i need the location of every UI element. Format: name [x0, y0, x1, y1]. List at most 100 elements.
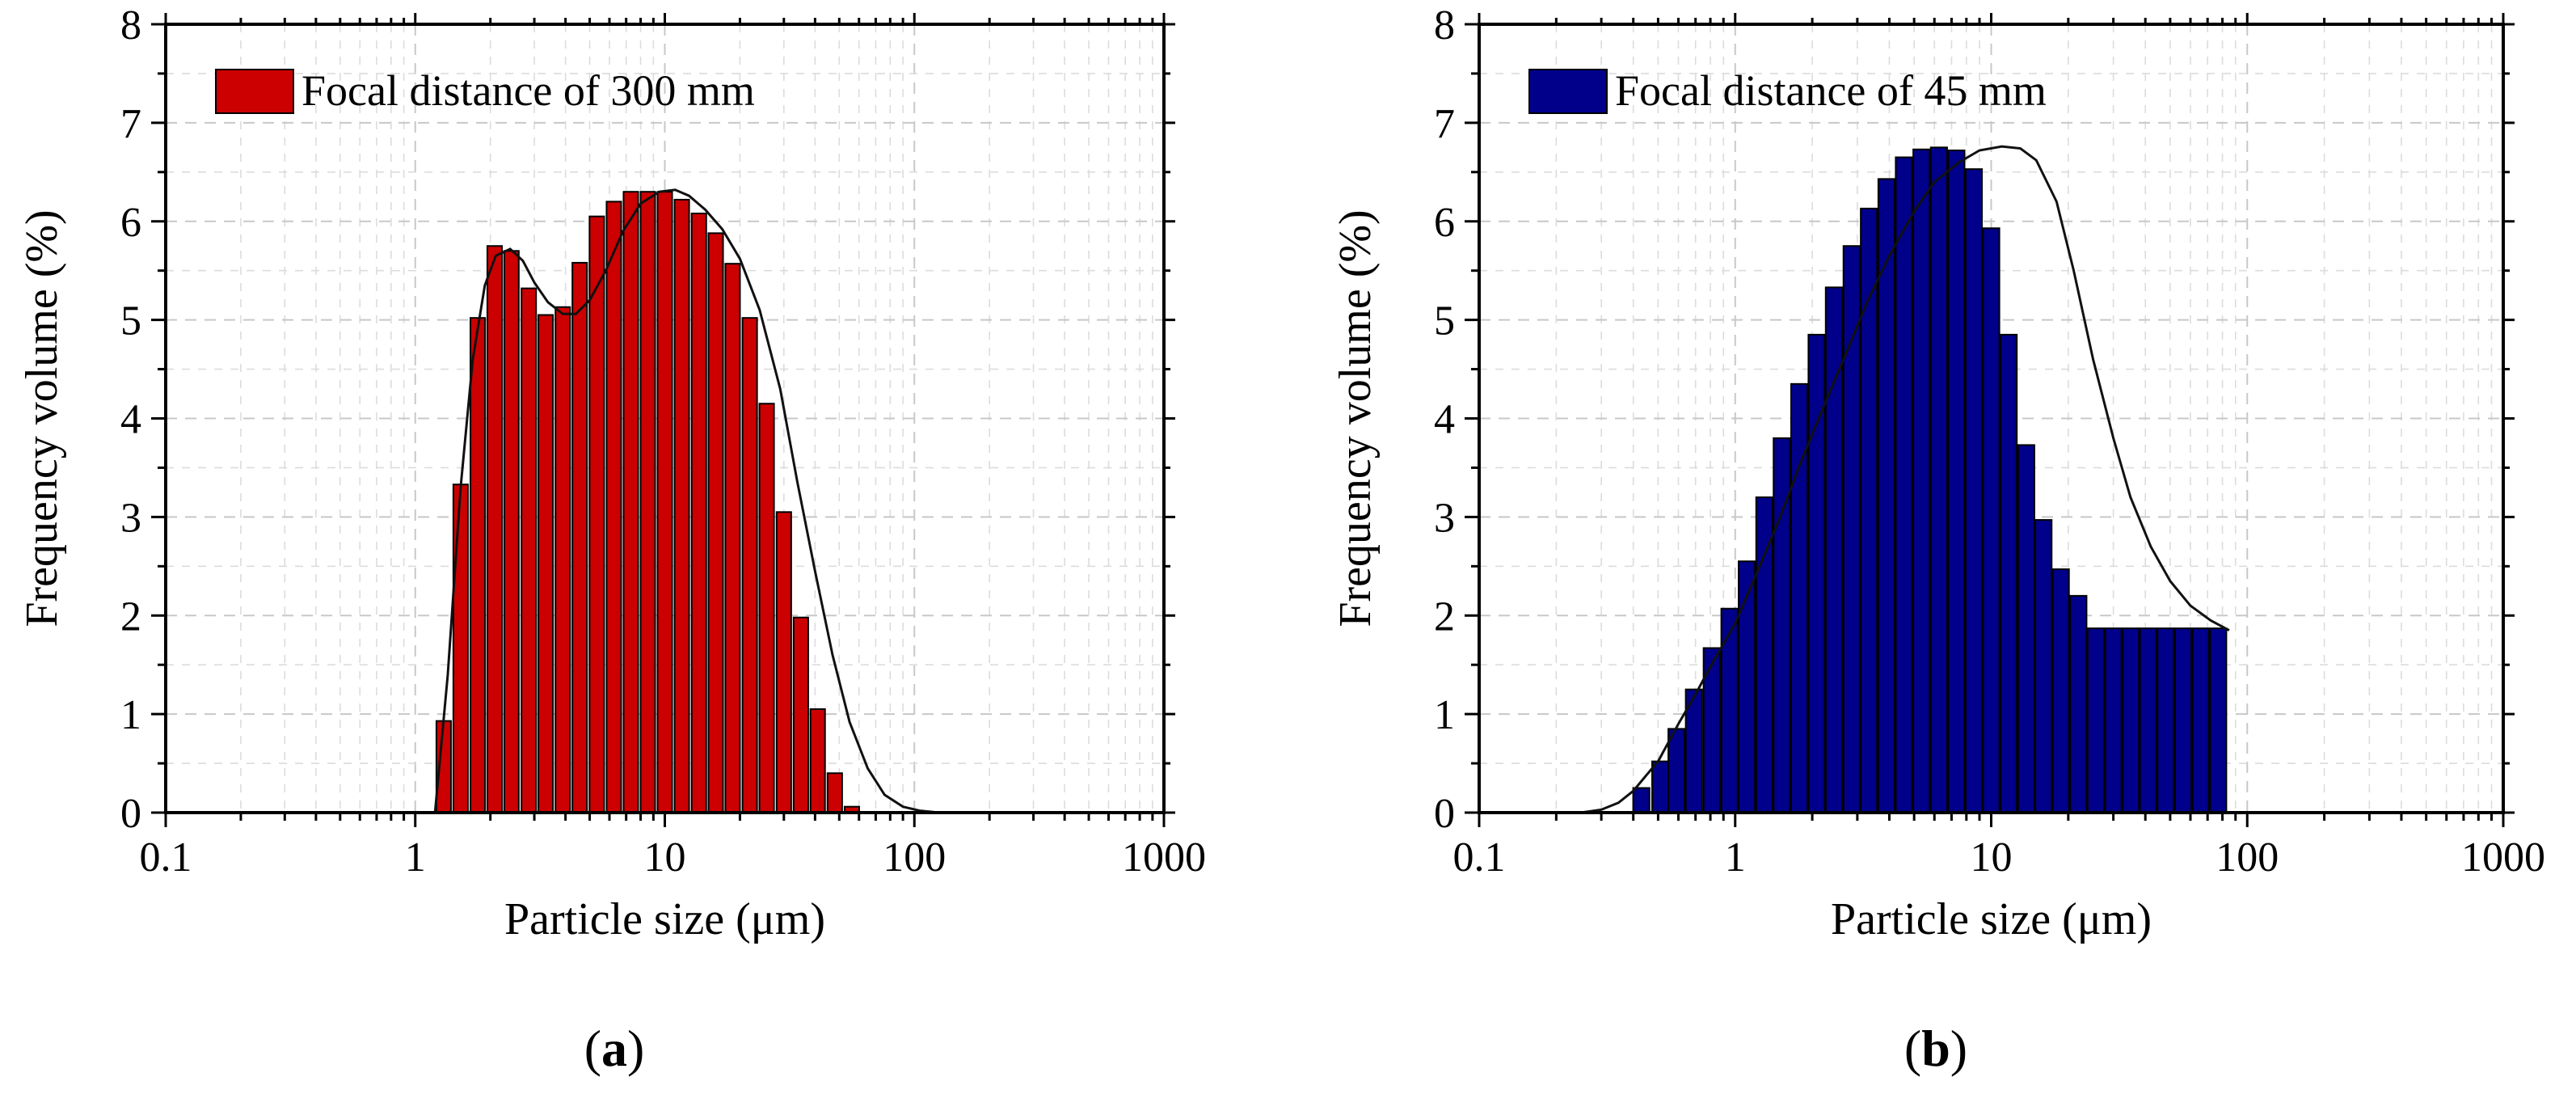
y-tick-label: 4	[120, 397, 141, 443]
bar	[1632, 787, 1651, 813]
bar	[639, 191, 656, 813]
x-tick-label: 0.1	[1453, 834, 1506, 881]
bar	[1895, 156, 1913, 813]
y-tick-label: 8	[120, 2, 141, 49]
bar	[1947, 150, 1966, 813]
bar	[1651, 760, 1670, 813]
bar	[538, 314, 554, 813]
legend-label: Focal distance of 45 mm	[1615, 66, 2047, 115]
panel-label: (b)	[1904, 1020, 1967, 1077]
y-tick-label: 2	[120, 593, 141, 640]
bar-series	[1632, 146, 2228, 813]
bar	[605, 201, 622, 813]
bar	[775, 511, 792, 813]
y-tick-label: 3	[1434, 495, 1455, 541]
bar	[521, 287, 538, 813]
x-tick-label: 1000	[2461, 834, 2545, 881]
x-tick-label: 100	[883, 834, 946, 881]
legend-swatch	[215, 69, 294, 114]
bar	[1964, 168, 1984, 813]
bar	[1807, 333, 1826, 813]
bar	[1720, 607, 1739, 813]
x-tick-label: 10	[1971, 834, 2013, 881]
y-tick-label: 7	[1434, 101, 1455, 147]
bar	[741, 317, 758, 813]
legend-swatch	[1528, 69, 1608, 114]
bar	[622, 191, 639, 813]
y-axis-title: Frequency volume (%)	[17, 209, 67, 627]
x-tick-label: 100	[2216, 834, 2279, 881]
bar	[2139, 627, 2157, 813]
panel-label-letter: b	[1921, 1020, 1950, 1077]
bar	[588, 215, 605, 813]
bar	[2086, 627, 2105, 813]
panel-label-letter: a	[601, 1020, 627, 1077]
bar	[2209, 627, 2228, 813]
bar	[1982, 227, 2001, 813]
y-tick-label: 1	[120, 692, 141, 738]
y-tick-label: 2	[1434, 593, 1455, 640]
bar	[826, 772, 843, 813]
bar	[1773, 437, 1791, 813]
y-tick-label: 5	[120, 298, 141, 344]
y-tick-label: 7	[120, 101, 141, 147]
bar	[2017, 444, 2035, 813]
bar	[1912, 148, 1931, 813]
y-tick-label: 6	[1434, 200, 1455, 246]
bar	[2051, 568, 2070, 813]
bar	[758, 403, 775, 813]
panel-b-chart: 0.1 1 10 100 1000 0 1 2 3 4 5 6 7 8 Particle size (μm)…	[1330, 2, 2545, 1077]
fit-curve	[433, 188, 1014, 814]
y-ticks: 0 1 2 3 4 5 6 7 8	[120, 2, 1175, 837]
bar	[1667, 728, 1686, 813]
panel-label-paren: )	[627, 1020, 644, 1077]
panel-a-chart: 0.1 1 10 100 1000 0 1 2 3 4 5 6 7 8 Particle size (μm)…	[17, 2, 1206, 1077]
y-tick-label: 0	[120, 791, 141, 837]
y-tick-label: 8	[1434, 2, 1455, 49]
bar	[690, 213, 707, 813]
x-tick-label: 1	[405, 834, 426, 881]
bar	[486, 245, 503, 813]
bar	[2173, 627, 2193, 813]
panel-label-paren: )	[1950, 1020, 1967, 1077]
x-ticks: 0.1 1 10 100 1000	[1453, 13, 2545, 881]
x-tick-label: 1	[1725, 834, 1746, 881]
bar	[470, 317, 487, 813]
legend: Focal distance of 300 mm	[215, 66, 755, 115]
bar	[724, 263, 741, 813]
bar-series	[435, 191, 860, 813]
bar	[2104, 627, 2123, 813]
bar	[2191, 627, 2210, 813]
bar	[2157, 627, 2175, 813]
legend-label: Focal distance of 300 mm	[301, 66, 755, 115]
x-tick-label: 0.1	[140, 834, 192, 881]
panel-label: (a)	[584, 1020, 645, 1077]
bar	[2034, 519, 2053, 813]
bar	[571, 261, 588, 813]
y-tick-label: 4	[1434, 397, 1455, 443]
x-ticks: 0.1 1 10 100 1000	[140, 13, 1206, 881]
y-axis-title: Frequency volume (%)	[1330, 209, 1381, 627]
fit-curve	[1556, 145, 2230, 814]
bar	[1842, 245, 1861, 813]
bar	[2069, 594, 2088, 813]
y-tick-label: 3	[120, 495, 141, 541]
bar	[2122, 627, 2140, 813]
x-axis-title: Particle size (μm)	[504, 894, 825, 944]
bar	[1755, 496, 1773, 813]
x-tick-label: 10	[644, 834, 686, 881]
x-axis-title: Particle size (μm)	[1831, 894, 2152, 944]
bar	[809, 708, 826, 813]
bar	[1929, 146, 1948, 813]
panel-label-paren: (	[584, 1020, 601, 1077]
bar	[1790, 382, 1809, 813]
y-ticks: 0 1 2 3 4 5 6 7 8	[1434, 2, 2515, 837]
panel-label-paren: (	[1904, 1020, 1921, 1077]
y-tick-label: 5	[1434, 298, 1455, 344]
legend: Focal distance of 45 mm	[1528, 66, 2047, 115]
bar	[707, 232, 724, 813]
bar	[452, 484, 469, 813]
bar	[2000, 333, 2018, 813]
bar	[503, 250, 520, 813]
